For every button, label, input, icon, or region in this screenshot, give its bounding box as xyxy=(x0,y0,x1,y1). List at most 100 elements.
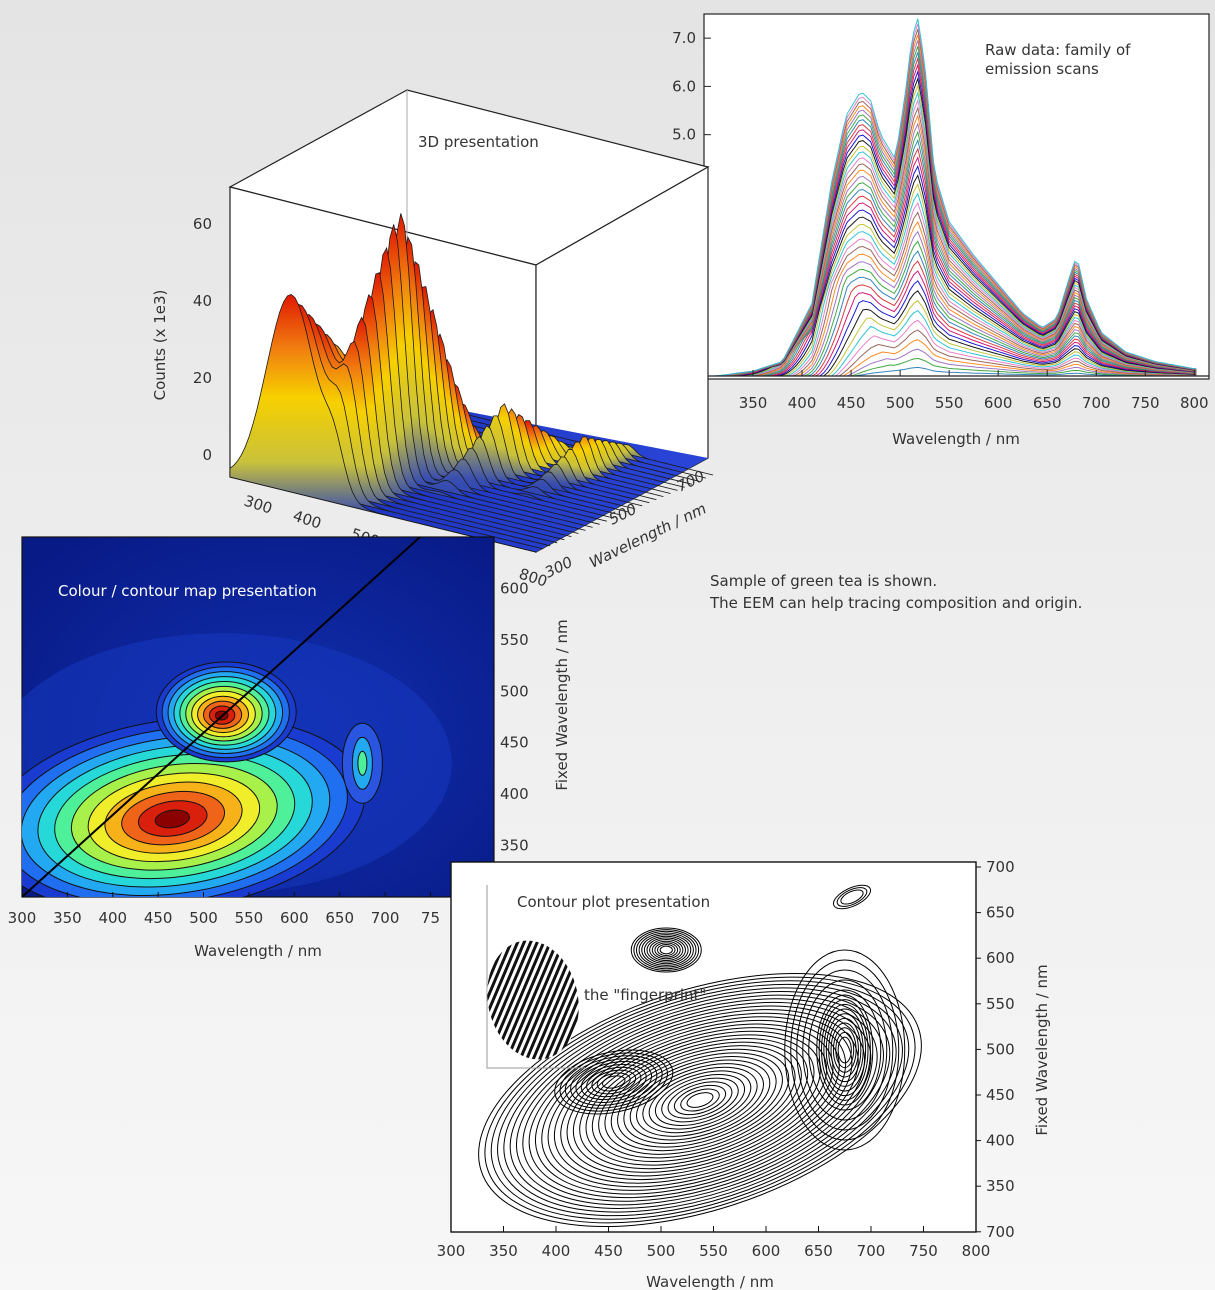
contour-line xyxy=(490,980,910,1220)
contour-line xyxy=(816,994,874,1106)
contour-line xyxy=(575,1061,653,1103)
contour-line xyxy=(516,994,884,1206)
colour-map-y-tick-label: 450 xyxy=(500,734,529,752)
contour-x-tick-label: 400 xyxy=(542,1242,571,1260)
raw-scan-line xyxy=(713,122,1197,377)
contour-line xyxy=(796,969,894,1131)
contour-x-tick-label: 750 xyxy=(909,1242,938,1260)
contour-line xyxy=(646,937,686,963)
raw-scan-line xyxy=(713,130,1197,377)
contour-line xyxy=(636,930,697,970)
contour-line xyxy=(503,987,897,1213)
raw-scan-line xyxy=(713,174,1197,377)
contour-line xyxy=(572,1027,828,1173)
raw-scan-line xyxy=(713,201,1197,377)
contour-line xyxy=(586,1066,642,1098)
colour-map-blobs xyxy=(22,633,452,897)
contour-line xyxy=(636,1063,764,1137)
contour-x-tick-label: 500 xyxy=(647,1242,676,1260)
contour-line xyxy=(832,884,872,910)
raw-x-tick-label: 800 xyxy=(1180,394,1209,412)
contour-line xyxy=(497,983,903,1217)
raw-y-tick-label: 6.0 xyxy=(672,77,696,95)
contour-line xyxy=(657,944,676,956)
surface-z-tick-label: 40 xyxy=(193,292,212,310)
contour-line xyxy=(642,1066,758,1134)
contour-line xyxy=(554,1049,674,1115)
surface-z-tick-label: 0 xyxy=(202,446,212,464)
contour-line xyxy=(585,1034,815,1166)
contour-line xyxy=(553,1016,847,1184)
colour-map-y-tick-label: 350 xyxy=(500,837,529,855)
raw-y-tick-label: 7.0 xyxy=(672,29,696,47)
colour-map-x-tick-label: 450 xyxy=(144,909,173,927)
contour-x-tick-label: 550 xyxy=(699,1242,728,1260)
contour-y-tick-label: 400 xyxy=(986,1132,1015,1150)
contour-x-tick-label: 450 xyxy=(594,1242,623,1260)
raw-x-tick-label: 400 xyxy=(788,394,817,412)
raw-scan-line xyxy=(713,165,1197,377)
contour-x-tick-label: 800 xyxy=(962,1242,991,1260)
contour-line xyxy=(604,1045,796,1155)
caption: Sample of green tea is shown. The EEM ca… xyxy=(710,570,1170,614)
contour-line xyxy=(643,935,689,965)
raw-data-panel: 5.0 6.0 7.0 350 400 450 500 550 600 650 700 750 800… xyxy=(672,13,1210,448)
raw-x-tick-label: 600 xyxy=(984,394,1013,412)
contour-y-tick-label: 600 xyxy=(986,949,1015,967)
contour-line xyxy=(651,940,681,960)
contour-line xyxy=(648,1070,752,1130)
contour-rings xyxy=(478,884,922,1227)
colour-map-y-tick-label: 550 xyxy=(500,631,529,649)
contour-line xyxy=(654,942,679,958)
contour-panel: Contour plot presentation the "fingerpri… xyxy=(437,858,1051,1290)
contour-line xyxy=(821,1003,869,1097)
raw-x-tick-label: 500 xyxy=(886,394,915,412)
contour-y-axis: 700 650 600 550 500 450 400 350 700 xyxy=(976,858,1015,1241)
contour-y-tick-label: 350 xyxy=(986,1177,1015,1195)
contour-x-axis: 300 350 400 450 500 550 600 650 700 750 800 xyxy=(437,1226,991,1260)
raw-x-tick-label: 650 xyxy=(1033,394,1062,412)
contour-x-tick-label: 700 xyxy=(857,1242,886,1260)
raw-scan-line xyxy=(713,18,1197,377)
contour-y-tick-label: 550 xyxy=(986,995,1015,1013)
contour-line xyxy=(823,1008,867,1092)
contour-line xyxy=(808,989,882,1111)
contour-y-tick-label: 450 xyxy=(986,1086,1015,1104)
colour-map-x-tick-label: 600 xyxy=(280,909,309,927)
contour-line xyxy=(790,959,900,1141)
contour-x-tick-label: 300 xyxy=(437,1242,466,1260)
raw-scan-line xyxy=(713,183,1197,377)
surface-3d-panel: 0204060300400500800300500700 3D presenta… xyxy=(151,89,714,591)
contour-line xyxy=(559,1052,668,1112)
colour-map-x-tick-label: 550 xyxy=(235,909,264,927)
raw-x-tick-label: 350 xyxy=(739,394,768,412)
contour-line xyxy=(547,1012,853,1188)
contour-line xyxy=(484,976,916,1224)
raw-x-axis-label: Wavelength / nm xyxy=(892,430,1020,448)
contour-x-tick-label: 600 xyxy=(752,1242,781,1260)
raw-y-axis: 5.0 6.0 7.0 xyxy=(672,29,711,144)
contour-line xyxy=(629,1059,771,1141)
contour-line xyxy=(478,973,922,1227)
colour-map-y-tick-label: 600 xyxy=(500,579,529,597)
contour-y-axis-label: Fixed Wavelength / nm xyxy=(1033,964,1051,1135)
contour-line xyxy=(579,1030,821,1170)
contour-line xyxy=(630,927,702,973)
colour-map-y-axis-label: Fixed Wavelength / nm xyxy=(553,619,571,790)
raw-x-tick-label: 550 xyxy=(935,394,964,412)
contour-line xyxy=(598,1041,802,1159)
contour-x-tick-label: 350 xyxy=(489,1242,518,1260)
contour-line xyxy=(837,1036,852,1064)
contour-line xyxy=(659,945,673,955)
contour-y-tick-label: 500 xyxy=(986,1040,1015,1058)
raw-x-tick-label: 450 xyxy=(837,394,866,412)
raw-x-tick-label: 700 xyxy=(1082,394,1111,412)
raw-scan-line xyxy=(713,192,1197,377)
colour-map-x-axis: 300 350 400 450 500 550 600 650 700 75 xyxy=(8,892,440,927)
colour-map-y-tick-label: 400 xyxy=(500,785,529,803)
contour-line xyxy=(617,1052,783,1148)
surface-depth-tick-label: 300 xyxy=(542,553,576,582)
contour-line xyxy=(534,1005,866,1195)
contour-line xyxy=(564,1055,663,1109)
contour-line xyxy=(832,1027,857,1073)
